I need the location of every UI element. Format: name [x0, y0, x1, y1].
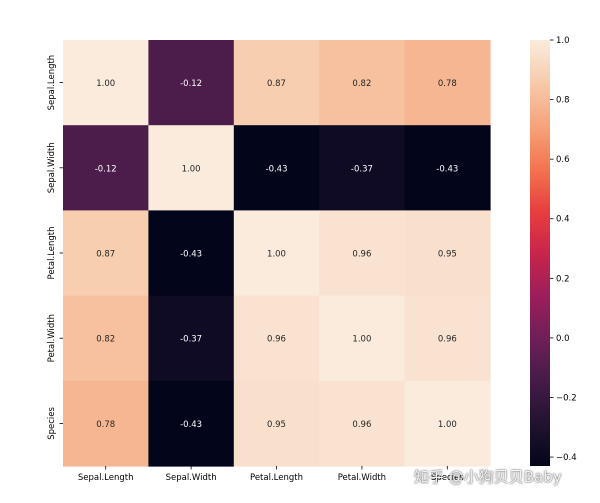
- heatmap-cells: [63, 40, 491, 467]
- cell-value-label: 0.96: [352, 420, 371, 430]
- heatmap-annotations: 1.00 -0.12 0.87 0.82 0.78 -0.12 1.00 -0.43 -0.37…: [95, 79, 459, 430]
- heatmap-cell: [63, 125, 149, 211]
- cell-value-label: 0.96: [352, 250, 371, 260]
- heatmap-cell: [233, 125, 320, 211]
- y-tick-label: Petal.Length: [47, 227, 57, 280]
- heatmap-cell: [148, 380, 235, 467]
- heatmap-cell: [319, 125, 406, 211]
- colorbar: 1.0 0.8 0.6 0.4 0.2 0.0 −0.2 −0.4: [530, 36, 577, 466]
- colorbar-gradient: [530, 40, 550, 466]
- heatmap-cell: [404, 380, 491, 467]
- y-tick-label: Petal.Width: [47, 314, 57, 362]
- colorbar-tick-label: 1.0: [556, 36, 570, 46]
- cell-value-label: 1.00: [438, 420, 457, 430]
- x-axis-ticks: Sepal.Length Sepal.Width Petal.Length Petal…: [78, 466, 464, 483]
- heatmap-cell: [148, 125, 235, 211]
- cell-value-label: -0.37: [180, 335, 202, 345]
- colorbar-tick-label: 0.4: [556, 215, 570, 225]
- heatmap-cell: [63, 40, 149, 126]
- heatmap-cell: [233, 40, 320, 126]
- colorbar-tick-label: −0.4: [556, 453, 577, 463]
- cell-value-label: 0.95: [438, 250, 457, 260]
- heatmap-cell: [319, 210, 406, 297]
- cell-value-label: -0.43: [180, 420, 202, 430]
- heatmap-cell: [63, 210, 149, 297]
- y-axis-ticks: Sepal.Length Sepal.Width Petal.Length Petal…: [47, 55, 63, 440]
- heatmap-cell: [148, 40, 235, 126]
- cell-value-label: 1.00: [267, 250, 286, 260]
- cell-value-label: 0.82: [96, 335, 115, 345]
- colorbar-tick-label: 0.8: [556, 96, 570, 106]
- colorbar-tick-label: 0.6: [556, 155, 570, 165]
- x-tick-label: Sepal.Length: [78, 473, 134, 483]
- cell-value-label: 0.96: [438, 335, 457, 345]
- heatmap-cell: [233, 380, 320, 467]
- cell-value-label: -0.43: [180, 250, 202, 260]
- cell-value-label: 0.78: [438, 79, 457, 89]
- colorbar-tick-label: 0.2: [556, 274, 570, 284]
- cell-value-label: -0.43: [436, 164, 458, 174]
- cell-value-label: -0.43: [266, 164, 288, 174]
- heatmap-cell: [63, 380, 149, 467]
- cell-value-label: 0.78: [96, 420, 115, 430]
- cell-value-label: -0.37: [351, 164, 373, 174]
- cell-value-label: -0.12: [180, 79, 202, 89]
- heatmap-cell: [319, 380, 406, 467]
- cell-value-label: 0.82: [352, 79, 371, 89]
- heatmap-cell: [233, 210, 320, 297]
- cell-value-label: 1.00: [96, 79, 115, 89]
- cell-value-label: -0.12: [95, 164, 117, 174]
- heatmap-cell: [404, 210, 491, 297]
- y-tick-label: Sepal.Width: [47, 142, 57, 193]
- heatmap-cell: [404, 125, 491, 211]
- y-tick-label: Sepal.Length: [47, 55, 57, 111]
- cell-value-label: 0.87: [267, 79, 286, 89]
- x-tick-label: Species: [431, 473, 464, 483]
- x-tick-label: Petal.Width: [338, 473, 386, 483]
- x-tick-label: Petal.Length: [250, 473, 303, 483]
- y-tick-label: Species: [47, 406, 57, 439]
- cell-value-label: 0.87: [96, 250, 115, 260]
- heatmap-cell: [148, 295, 235, 382]
- heatmap-cell: [319, 295, 406, 382]
- cell-value-label: 0.96: [267, 335, 286, 345]
- heatmap-cell: [63, 295, 149, 382]
- heatmap-cell: [148, 210, 235, 297]
- heatmap-cell: [233, 295, 320, 382]
- x-tick-label: Sepal.Width: [166, 473, 217, 483]
- colorbar-tick-label: 0.0: [556, 334, 570, 344]
- colorbar-tick-label: −0.2: [556, 393, 577, 403]
- heatmap-cell: [404, 40, 491, 126]
- cell-value-label: 1.00: [352, 335, 371, 345]
- heatmap-cell: [404, 295, 491, 382]
- cell-value-label: 0.95: [267, 420, 286, 430]
- heatmap-cell: [319, 40, 406, 126]
- cell-value-label: 1.00: [182, 164, 201, 174]
